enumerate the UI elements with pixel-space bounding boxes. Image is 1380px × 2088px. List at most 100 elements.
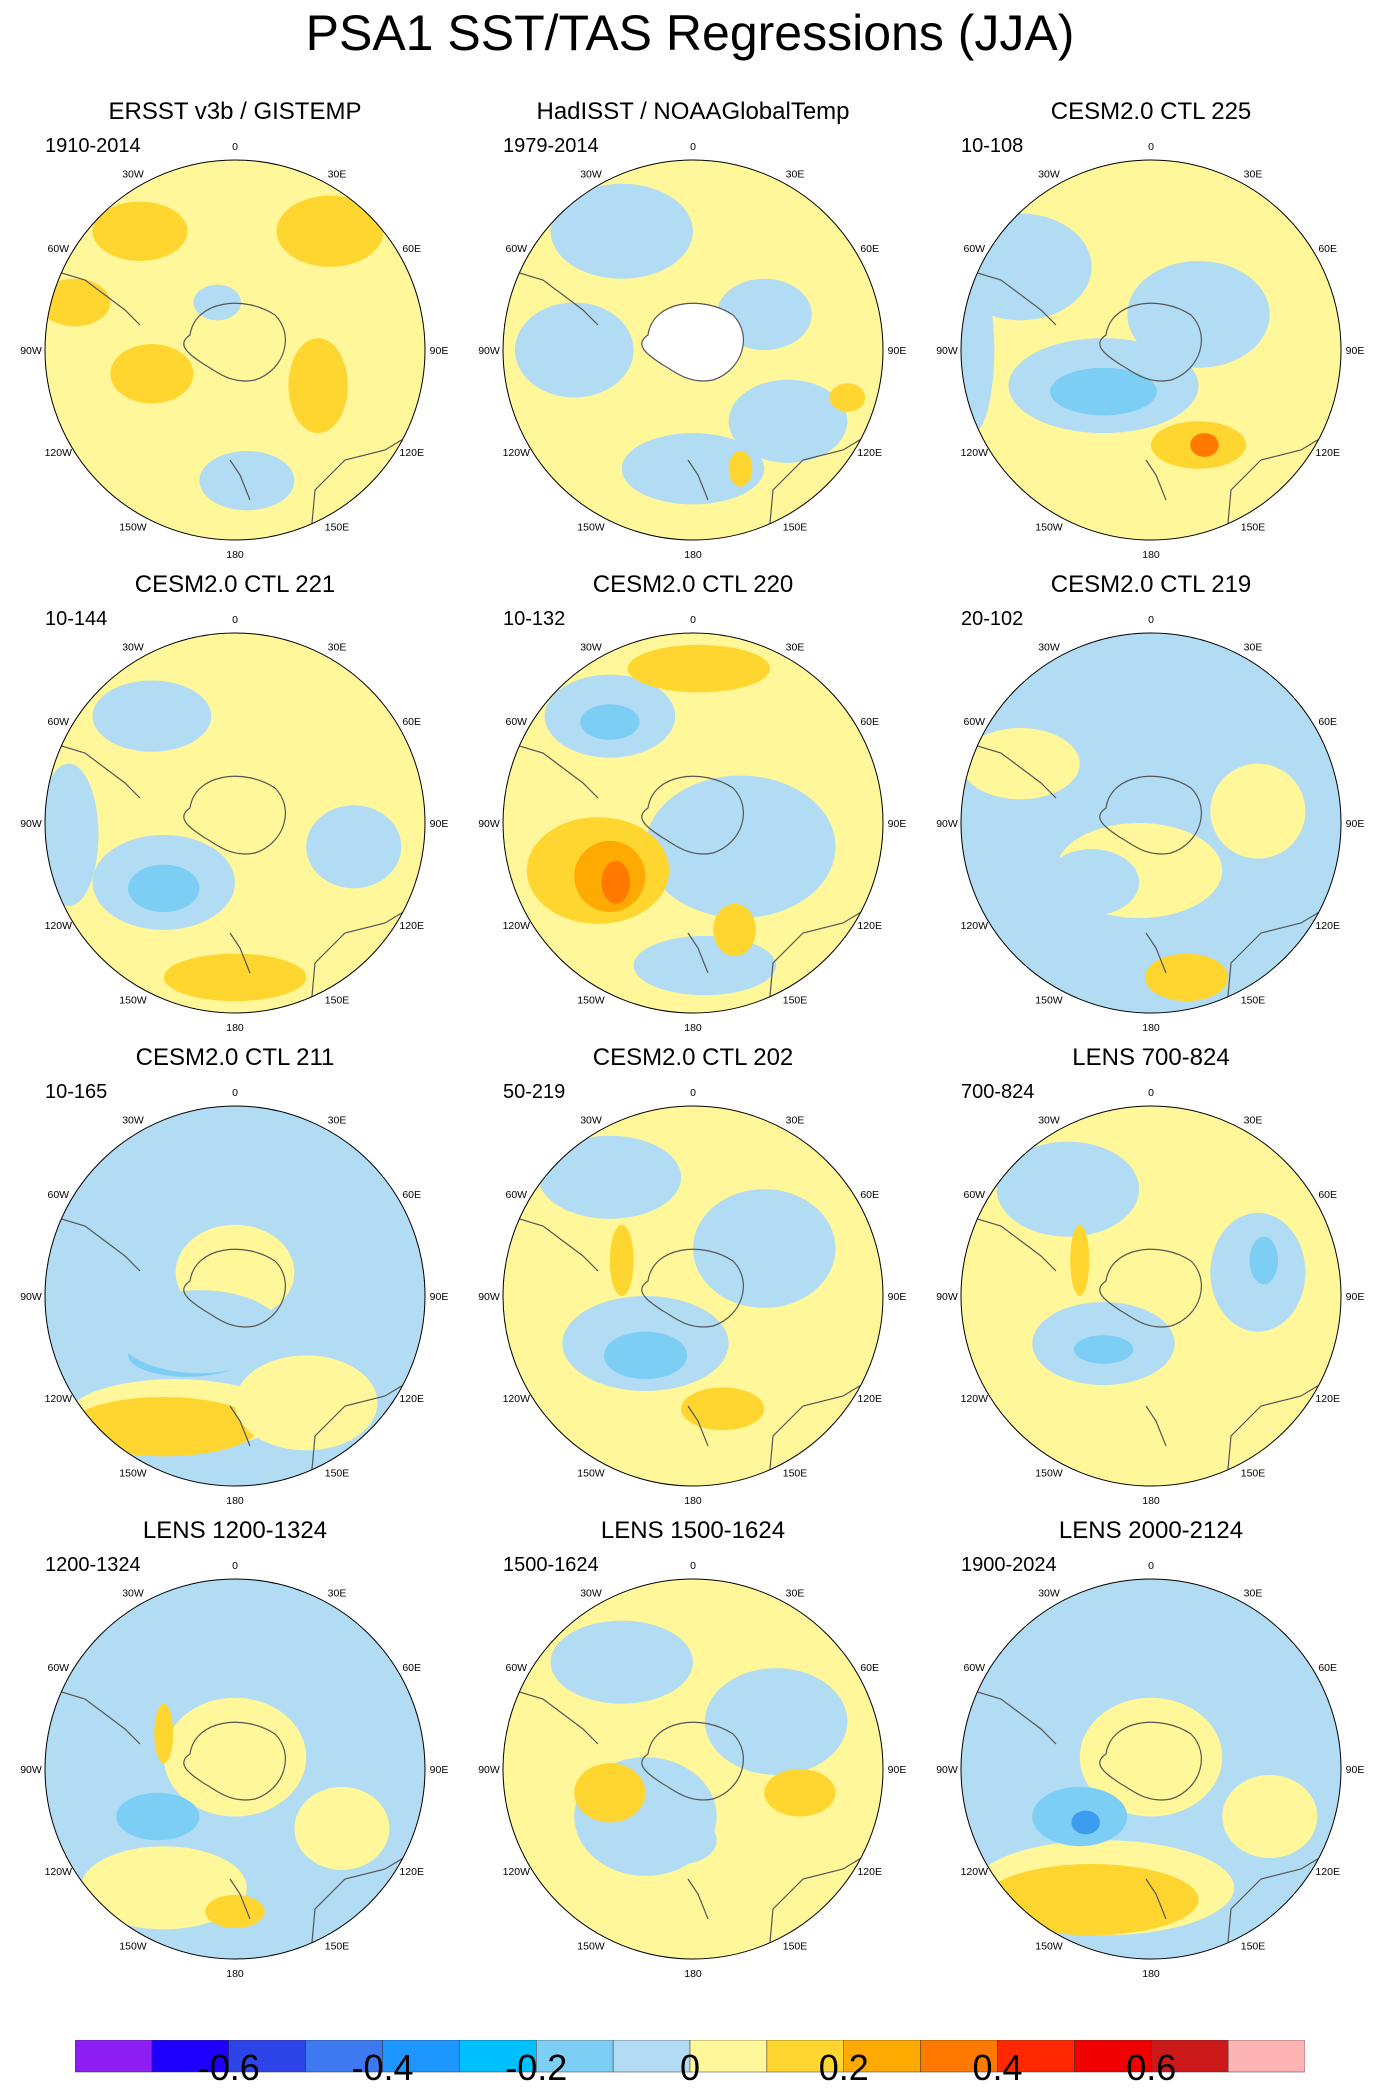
longitude-label: 60E — [860, 1189, 879, 1201]
longitude-label: 120E — [399, 447, 424, 459]
antarctica-coastline — [641, 775, 744, 855]
longitude-label: 120E — [399, 1393, 424, 1405]
longitude-label: 30E — [786, 1114, 805, 1126]
longitude-label: 90W — [20, 345, 42, 357]
longitude-label: 90E — [1346, 1291, 1365, 1303]
colorbar-segment — [766, 2040, 845, 2073]
longitude-label: 30E — [328, 1114, 347, 1126]
anomaly-contour-region — [550, 1620, 693, 1704]
anomaly-contour-region — [45, 278, 111, 327]
anomaly-contour-region — [68, 1396, 259, 1457]
anomaly-contour-region — [288, 338, 348, 434]
longitude-label: 120W — [961, 1393, 989, 1405]
new-zealand-coastline — [687, 1878, 709, 1920]
new-zealand-coastline — [1145, 1878, 1167, 1920]
longitude-label: 180 — [1142, 1968, 1160, 1980]
colorbar-segment — [151, 2040, 230, 2073]
longitude-label: 30W — [580, 168, 602, 180]
longitude-label: 90W — [20, 818, 42, 830]
longitude-label: 90E — [888, 1764, 907, 1776]
anomaly-contour-region — [693, 1189, 836, 1308]
longitude-label: 60E — [402, 243, 421, 255]
panel-title: LENS 1500-1624 — [600, 1517, 786, 1544]
longitude-label: 60E — [1318, 1662, 1337, 1674]
map-border — [44, 1105, 426, 1487]
map-background-field — [503, 1579, 883, 1959]
longitude-label: 90E — [888, 345, 907, 357]
anomaly-contour-region — [728, 450, 753, 487]
longitude-label: 0 — [1148, 614, 1154, 626]
anomaly-contour-region — [961, 728, 1080, 800]
longitude-label: 180 — [684, 1495, 702, 1507]
anomaly-contour-region — [1190, 433, 1219, 457]
anomaly-contour-region — [1222, 1774, 1318, 1859]
longitude-label: 120W — [961, 1866, 989, 1878]
new-zealand-coastline — [687, 932, 709, 974]
longitude-label: 30W — [122, 168, 144, 180]
antarctica-coastline — [1099, 1721, 1202, 1801]
longitude-label: 30W — [122, 641, 144, 653]
longitude-label: 180 — [226, 1495, 244, 1507]
polar-map: 0 30E 60E 90E 120E 150E 180 150W 120W 90W 60W 30W — [478, 614, 906, 1034]
panel-years: 20-102 — [961, 608, 1024, 630]
antarctica-coastline — [641, 1248, 744, 1328]
anomaly-contour-region — [704, 1668, 848, 1775]
longitude-label: 30W — [122, 1114, 144, 1126]
longitude-label: 0 — [1148, 141, 1154, 153]
polar-map: 0 30E 60E 90E 120E 150E 180 150W 120W 90W 60W 30W — [20, 1560, 448, 1980]
longitude-label: 120W — [503, 920, 531, 932]
australia-coastline — [1225, 1838, 1341, 1959]
anomaly-contour-region — [627, 644, 771, 693]
new-zealand-coastline — [687, 1405, 709, 1447]
longitude-label: 150E — [1241, 1468, 1266, 1480]
australia-coastline — [767, 892, 883, 1013]
longitude-label: 150E — [783, 522, 808, 534]
panel-title: CESM2.0 CTL 220 — [592, 571, 794, 598]
colorbar-segment — [1074, 2040, 1152, 2073]
polar-map: 0 30E 60E 90E 120E 150E 180 150W 120W 90W 60W 30W — [936, 614, 1364, 1034]
anomaly-contour-region — [984, 1864, 1199, 1936]
longitude-label: 120E — [1315, 447, 1340, 459]
map-border — [44, 1578, 426, 1960]
longitude-label: 150W — [119, 1941, 147, 1953]
anomaly-contour-region — [514, 302, 634, 398]
longitude-label: 60E — [1318, 716, 1337, 728]
map-border — [502, 632, 884, 1014]
panel-title: CESM2.0 CTL 225 — [1050, 98, 1252, 125]
anomaly-contour-region — [1249, 1236, 1279, 1285]
anomaly-contour-region — [713, 903, 756, 956]
antarctica-coastline — [183, 1248, 286, 1328]
longitude-label: 150E — [325, 995, 350, 1007]
longitude-label: 0 — [232, 1087, 238, 1099]
panel-title: CESM2.0 CTL 221 — [134, 571, 336, 598]
panel-years: 1910-2014 — [45, 135, 141, 157]
longitude-label: 60W — [48, 716, 70, 728]
map-panel: LENS 1200-1324 1200-1324 0 30E 60E 90E 120E 150… — [5, 1519, 465, 1989]
longitude-label: 30W — [122, 1587, 144, 1599]
longitude-label: 30W — [1038, 1587, 1060, 1599]
longitude-label: 60E — [860, 716, 879, 728]
longitude-label: 0 — [1148, 1087, 1154, 1099]
longitude-label: 30W — [580, 1587, 602, 1599]
anomaly-contour-region — [80, 1846, 247, 1930]
anomaly-contour-region — [609, 1224, 634, 1296]
anomaly-contour-region — [294, 1786, 390, 1870]
panel-years: 10-108 — [961, 135, 1024, 157]
longitude-label: 90E — [430, 345, 449, 357]
longitude-label: 180 — [226, 1022, 244, 1034]
longitude-label: 180 — [684, 1022, 702, 1034]
panel-title: CESM2.0 CTL 202 — [592, 1044, 794, 1071]
map-border — [960, 1578, 1342, 1960]
map-panel: CESM2.0 CTL 220 10-132 0 30E 60E 90E 120E 150E 1… — [463, 573, 923, 1043]
antarctica-coastline — [183, 775, 286, 855]
longitude-label: 90W — [20, 1291, 42, 1303]
longitude-label: 150W — [577, 995, 605, 1007]
colorbar — [75, 2040, 1305, 2073]
figure-title: PSA1 SST/TAS Regressions (JJA) — [305, 5, 1075, 61]
longitude-label: 30W — [580, 641, 602, 653]
longitude-label: 120W — [45, 1866, 73, 1878]
longitude-label: 90W — [478, 818, 500, 830]
anomaly-contour-region — [1073, 1335, 1134, 1364]
longitude-label: 60W — [506, 716, 528, 728]
longitude-label: 120E — [857, 1393, 882, 1405]
